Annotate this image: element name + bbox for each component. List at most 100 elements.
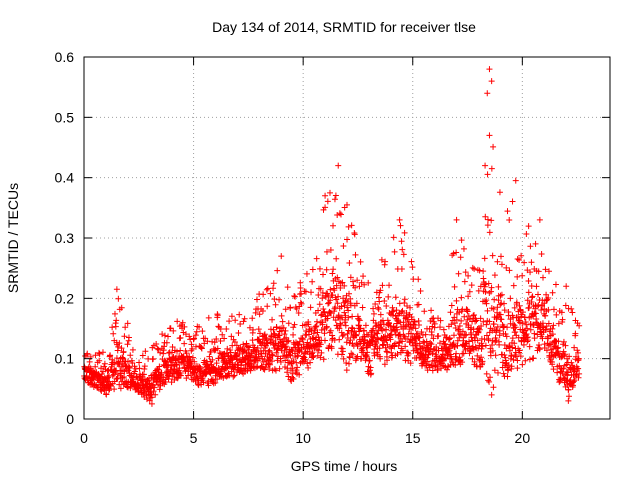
data-point xyxy=(205,382,212,389)
data-point xyxy=(319,321,326,328)
data-point xyxy=(361,327,368,334)
data-point xyxy=(115,295,122,302)
data-point xyxy=(344,304,351,311)
data-point xyxy=(165,375,172,382)
data-point xyxy=(199,328,206,335)
data-point xyxy=(266,361,273,368)
data-point xyxy=(163,339,170,346)
data-point xyxy=(87,365,94,372)
data-point xyxy=(460,245,467,252)
data-point xyxy=(254,296,261,303)
data-point xyxy=(289,374,296,381)
data-point xyxy=(538,250,545,257)
data-point xyxy=(105,374,112,381)
data-point xyxy=(251,358,258,365)
data-point xyxy=(576,370,583,377)
data-point xyxy=(455,326,462,333)
data-point xyxy=(207,348,214,355)
data-point xyxy=(226,318,233,325)
data-point xyxy=(496,327,503,334)
data-point xyxy=(415,301,422,308)
data-point xyxy=(271,296,278,303)
data-point xyxy=(290,358,297,365)
data-point xyxy=(340,242,347,249)
data-point xyxy=(491,367,498,374)
data-point xyxy=(527,269,534,276)
data-point xyxy=(535,342,542,349)
data-point xyxy=(494,258,501,265)
data-point xyxy=(295,310,302,317)
data-point xyxy=(352,284,359,291)
data-point xyxy=(124,320,131,327)
data-point xyxy=(230,373,237,380)
data-point xyxy=(401,229,408,236)
data-point xyxy=(330,266,337,273)
data-point xyxy=(127,352,134,359)
data-point xyxy=(374,349,381,356)
data-point xyxy=(450,340,457,347)
data-point xyxy=(468,334,475,341)
data-point xyxy=(162,379,169,386)
data-point xyxy=(216,350,223,357)
data-point xyxy=(497,301,504,308)
data-point xyxy=(284,284,291,291)
y-tick-label: 0 xyxy=(66,411,74,427)
data-point xyxy=(484,216,491,223)
data-point xyxy=(139,352,146,359)
data-point xyxy=(381,297,388,304)
data-point xyxy=(356,283,363,290)
y-tick-labels: 0 0.1 0.2 0.3 0.4 0.5 0.6 xyxy=(55,49,75,427)
data-point xyxy=(489,342,496,349)
data-point-peak xyxy=(563,283,570,290)
data-point xyxy=(519,361,526,368)
data-point xyxy=(379,327,386,334)
data-point xyxy=(262,364,269,371)
data-point xyxy=(264,303,271,310)
data-point xyxy=(129,346,136,353)
data-point xyxy=(554,369,561,376)
data-point xyxy=(562,351,569,358)
data-point xyxy=(348,324,355,331)
data-point xyxy=(118,345,125,352)
data-point xyxy=(245,347,252,354)
data-point xyxy=(113,376,120,383)
data-point xyxy=(429,350,436,357)
data-point xyxy=(484,307,491,314)
data-point xyxy=(399,347,406,354)
data-point xyxy=(357,325,364,332)
data-point xyxy=(400,251,407,258)
data-point xyxy=(192,332,199,339)
data-point xyxy=(542,327,549,334)
data-point xyxy=(550,322,557,329)
data-point xyxy=(372,301,379,308)
data-point xyxy=(241,369,248,376)
data-point xyxy=(455,270,462,277)
data-point xyxy=(142,348,149,355)
data-point xyxy=(370,310,377,317)
data-point xyxy=(497,311,504,318)
data-point xyxy=(452,356,459,363)
data-point xyxy=(375,336,382,343)
data-point xyxy=(299,336,306,343)
data-point xyxy=(273,324,280,331)
data-point xyxy=(533,303,540,310)
data-point xyxy=(570,378,577,385)
data-point xyxy=(398,308,405,315)
data-point xyxy=(415,276,422,283)
y-tick-label: 0.3 xyxy=(55,230,75,246)
data-point xyxy=(285,373,292,380)
y-axis-label: SRMTID / TECUs xyxy=(5,183,21,293)
data-point xyxy=(339,348,346,355)
data-point xyxy=(174,318,181,325)
data-point xyxy=(490,306,497,313)
x-tick-label: 20 xyxy=(515,430,531,446)
data-point xyxy=(112,323,119,330)
data-point xyxy=(414,349,421,356)
data-point xyxy=(417,287,424,294)
data-point xyxy=(224,345,231,352)
data-point xyxy=(361,281,368,288)
data-point xyxy=(305,364,312,371)
data-point xyxy=(383,326,390,333)
data-point xyxy=(446,335,453,342)
x-tick-label: 15 xyxy=(405,430,421,446)
